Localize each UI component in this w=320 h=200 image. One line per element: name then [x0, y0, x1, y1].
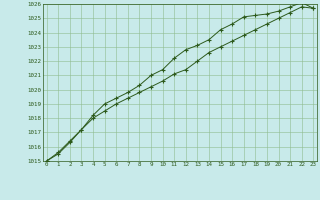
Text: Graphe pression niveau de la mer (hPa): Graphe pression niveau de la mer (hPa)	[58, 184, 262, 193]
